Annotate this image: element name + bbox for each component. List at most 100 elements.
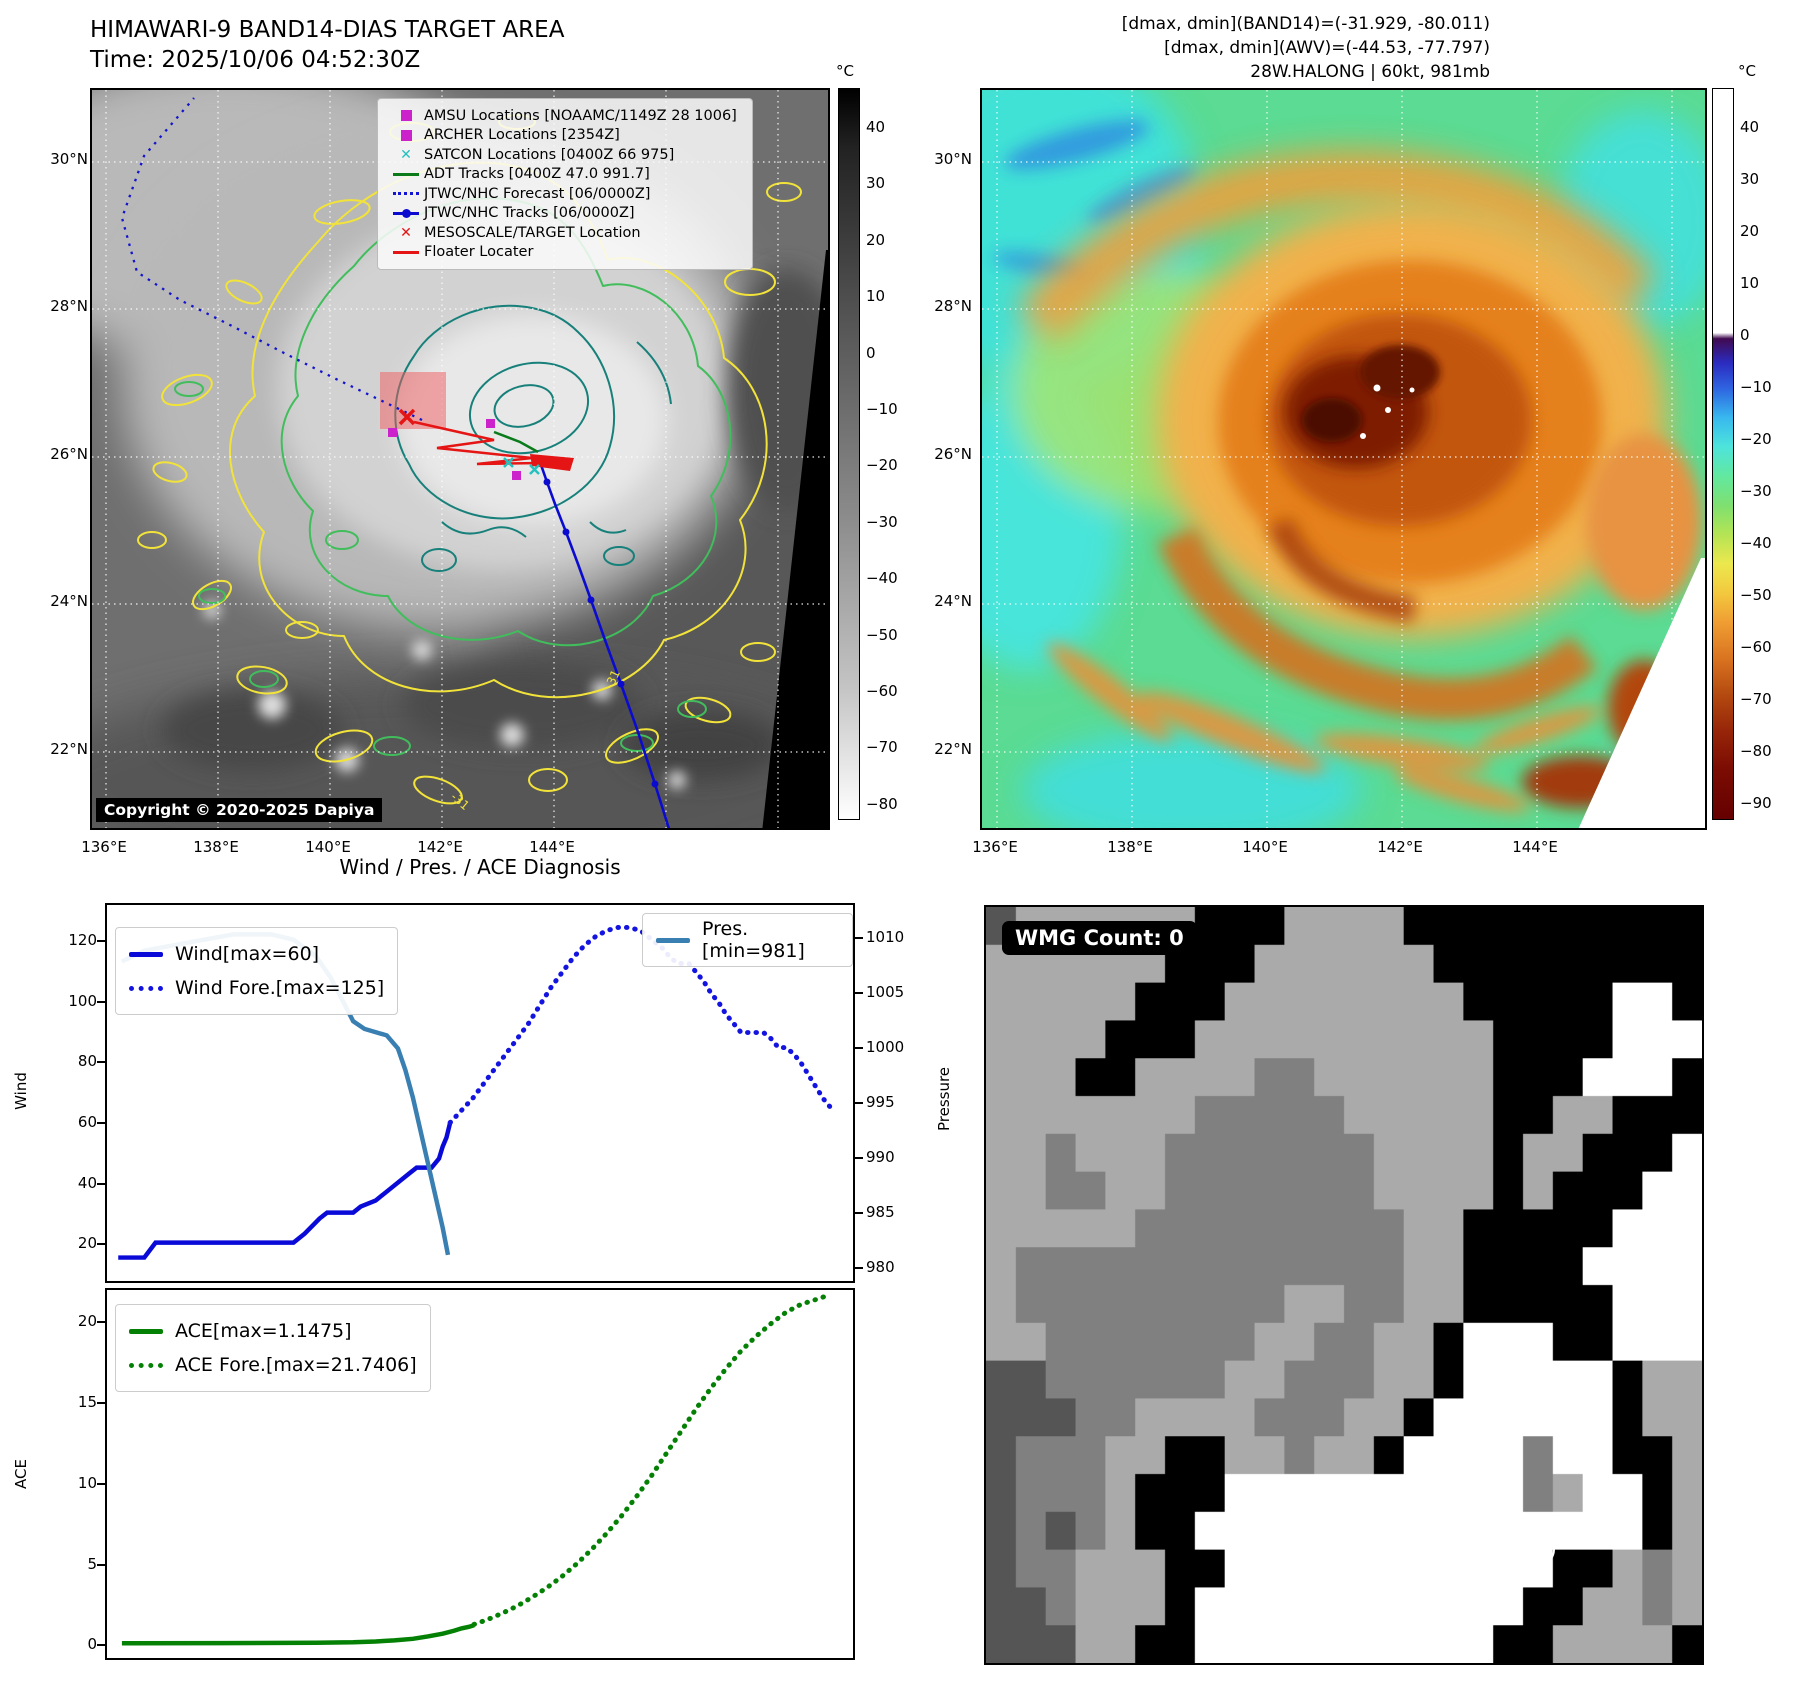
series-ACE[max=1.1475]: [121, 1623, 475, 1646]
ace-chart: ACE[max=1.1475] ACE Fore.[max=21.7406]: [105, 1288, 855, 1660]
tick-label: −30: [866, 512, 898, 531]
legend-label: JTWC/NHC Tracks [06/0000Z]: [424, 205, 635, 222]
tick-label: 985: [866, 1202, 895, 1221]
page-title: HIMAWARI-9 BAND14-DIAS TARGET AREA: [90, 17, 565, 43]
wind-line-icon: [129, 951, 175, 957]
tick-label: −40: [866, 569, 898, 588]
legend-label: Wind Fore.[max=125]: [175, 977, 385, 999]
series-ACE Fore.[max=21.7406]: [471, 1293, 830, 1627]
tick-label: 40: [77, 1173, 97, 1192]
adt-line-icon: [388, 172, 424, 176]
legend-item-ace-forecast: ACE Fore.[max=21.7406]: [129, 1348, 417, 1382]
legend-label: ARCHER Locations [2354Z]: [424, 127, 620, 144]
wind-axis-title: Wind: [11, 1072, 30, 1110]
grid-lines: [982, 90, 1705, 828]
awv-map-panel: [980, 88, 1707, 830]
jtwc-forecast-track: [120, 97, 423, 422]
tick-label: 26°N: [50, 445, 88, 463]
tick-label: 10: [77, 1473, 97, 1492]
tick-label: 20: [77, 1234, 97, 1253]
tick-label: 20: [77, 1311, 97, 1330]
legend-item-pressure: Pres.[min=981]: [656, 918, 839, 962]
tick-mark: [97, 939, 105, 942]
awv-map-art: [982, 90, 1705, 828]
tick-label: 0: [1740, 326, 1750, 344]
legend-item-tracks: JTWC/NHC Tracks [06/0000Z]: [388, 204, 742, 224]
legend-item-adt: ADT Tracks [0400Z 47.0 991.7]: [388, 165, 742, 185]
wmg-count-badge: WMG Count: 0: [1002, 921, 1197, 955]
tick-label: 1000: [866, 1037, 905, 1056]
tick-label: 30°N: [50, 150, 88, 168]
ace-forecast-dotted-icon: [129, 1362, 175, 1368]
storm-id: 28W.HALONG | 60kt, 981mb: [1250, 62, 1490, 83]
tick-label: 138°E: [1107, 838, 1153, 856]
colorbar-unit: °C: [836, 62, 854, 80]
wind-pressure-chart: Wind[max=60] Wind Fore.[max=125] Pres.[m…: [105, 903, 855, 1283]
tick-label: 20: [866, 230, 886, 249]
legend-item-forecast: JTWC/NHC Forecast [06/0000Z]: [388, 184, 742, 204]
map-legend: AMSU Locations [NOAAMC/1149Z 28 1006] AR…: [377, 98, 753, 270]
ace-legend: ACE[max=1.1475] ACE Fore.[max=21.7406]: [115, 1304, 431, 1392]
scan-edge-wedge: [1578, 558, 1705, 828]
tick-label: −20: [866, 456, 898, 475]
pressure-axis-title: Pressure: [935, 1066, 954, 1132]
tick-label: 24°N: [934, 592, 972, 610]
tick-label: 10: [866, 287, 886, 306]
adt-track: [493, 430, 539, 454]
tick-label: −30: [1740, 482, 1772, 500]
track-line-dot-icon: [388, 208, 424, 218]
legend-item-mesoscale: ✕ MESOSCALE/TARGET Location: [388, 223, 742, 243]
tick-label: 0: [87, 1635, 97, 1654]
tick-label: 136°E: [81, 838, 127, 856]
pressure-line-icon: [656, 937, 702, 943]
legend-label: JTWC/NHC Forecast [06/0000Z]: [424, 185, 651, 202]
legend-item-wind: Wind[max=60]: [129, 937, 384, 971]
tick-label: 990: [866, 1147, 895, 1166]
tick-label: 24°N: [50, 592, 88, 610]
mesoscale-x-icon: ✕: [400, 224, 412, 241]
tick-label: 15: [77, 1392, 97, 1411]
dmax-awv: [dmax, dmin](AWV)=(-44.53, -77.797): [1164, 38, 1490, 59]
pressure-legend: Pres.[min=981]: [642, 913, 853, 967]
tick-mark: [855, 937, 863, 940]
tick-mark: [97, 1121, 105, 1124]
tick-mark: [855, 1211, 863, 1214]
tick-label: 10: [1740, 274, 1760, 292]
floater-line-icon: [388, 250, 424, 254]
tick-label: −50: [866, 625, 898, 644]
tick-label: 30: [1740, 170, 1760, 188]
tick-label: 120: [68, 930, 97, 949]
tick-label: 980: [866, 1257, 895, 1276]
satcon-x-icon: ✕: [400, 146, 412, 163]
legend-label: ACE Fore.[max=21.7406]: [175, 1354, 417, 1376]
tick-label: −60: [1740, 638, 1772, 656]
tick-label: 5: [87, 1554, 97, 1573]
tick-label: 144°E: [529, 838, 575, 856]
legend-item-archer: ARCHER Locations [2354Z]: [388, 126, 742, 146]
tick-mark: [97, 1182, 105, 1185]
legend-label: Wind[max=60]: [175, 943, 320, 965]
ace-line-icon: [129, 1328, 175, 1334]
tick-label: 28°N: [934, 297, 972, 315]
tick-label: −80: [1740, 742, 1772, 760]
tick-mark: [855, 1046, 863, 1049]
band14-map-panel: -31 -31 AMSU Locations [NOAAMC/1149Z 28 …: [90, 88, 830, 830]
legend-label: SATCON Locations [0400Z 66 975]: [424, 146, 675, 163]
series-Wind[max=60]: [118, 1122, 453, 1260]
tick-label: −70: [1740, 690, 1772, 708]
wind-forecast-dotted-icon: [129, 985, 175, 991]
legend-label: ADT Tracks [0400Z 47.0 991.7]: [424, 166, 650, 183]
legend-item-ace: ACE[max=1.1475]: [129, 1314, 417, 1348]
tick-mark: [97, 1482, 105, 1485]
satcon-markers: [503, 457, 540, 475]
tick-label: 1010: [866, 928, 905, 947]
series-Wind Fore.[max=125]: [447, 924, 834, 1126]
tick-mark: [97, 1563, 105, 1566]
ace-plot: [121, 1293, 830, 1646]
tick-label: 22°N: [50, 740, 88, 758]
tick-label: −70: [866, 738, 898, 757]
colorbar-unit: °C: [1738, 62, 1756, 80]
tick-label: 0: [866, 343, 876, 362]
copyright-watermark: Copyright © 2020-2025 Dapiya: [96, 798, 383, 822]
green-contours: [174, 197, 732, 756]
